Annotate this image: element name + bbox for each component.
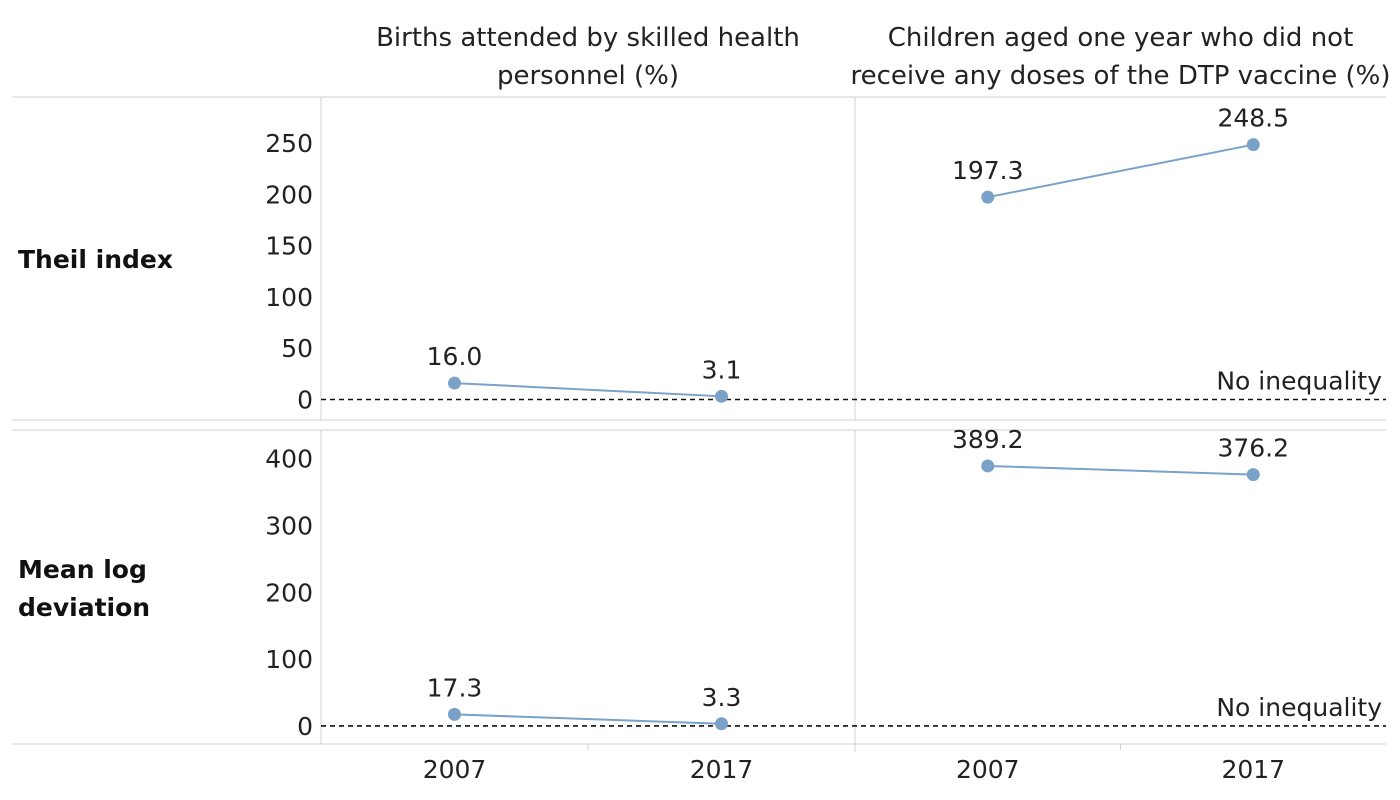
row-2-y-tick-0: 0 [297, 712, 313, 741]
column-title-2-line-1: Children aged one year who did not [888, 23, 1354, 53]
x-tick-col-2-2007: 2007 [956, 755, 1020, 784]
data-label-row-1-col-2-2017: 248.5 [1217, 104, 1289, 133]
column-title-2-line-2: receive any doses of the DTP vaccine (%) [850, 61, 1390, 91]
row-1-y-tick-250: 250 [265, 129, 313, 158]
data-label-row-2-col-1-2007: 17.3 [427, 673, 483, 702]
data-label-row-1-col-2-2007: 197.3 [952, 156, 1024, 185]
row-2-y-tick-300: 300 [265, 512, 313, 541]
column-title-1-line-2: personnel (%) [497, 61, 679, 91]
x-tick-col-2-2017: 2017 [1221, 755, 1285, 784]
data-label-row-1-col-1-2007: 16.0 [427, 342, 483, 371]
row-1-no-inequality-label: No inequality [1216, 366, 1382, 395]
row-2-y-tick-400: 400 [265, 445, 313, 474]
data-point-row-1-col-1-2007 [448, 376, 461, 390]
data-point-row-1-col-2-2007 [981, 190, 995, 204]
row-2-y-tick-100: 100 [265, 645, 313, 674]
row-label-1-line-1: Theil index [18, 245, 173, 274]
column-title-1-line-1: Births attended by skilled health [376, 23, 800, 53]
series-line-row-1-col-2 [987, 143, 1254, 199]
series-line-row-2-col-1 [454, 713, 722, 725]
data-label-row-2-col-2-2007: 389.2 [952, 425, 1024, 454]
series-line-row-1-col-1 [454, 382, 722, 398]
row-label-2-line-2: deviation [18, 593, 150, 622]
row-1-y-tick-0: 0 [297, 385, 313, 414]
data-point-row-2-col-2-2017 [1246, 468, 1260, 482]
row-1-y-tick-200: 200 [265, 180, 313, 209]
row-1-y-tick-150: 150 [265, 232, 313, 261]
data-label-row-2-col-2-2017: 376.2 [1217, 434, 1289, 463]
data-point-row-1-col-1-2017 [715, 389, 728, 403]
data-label-row-2-col-1-2017: 3.3 [702, 683, 742, 712]
data-point-row-2-col-1-2007 [448, 707, 461, 721]
series-line-row-2-col-2 [987, 464, 1254, 476]
row-2-no-inequality-label: No inequality [1216, 693, 1382, 722]
data-point-row-2-col-1-2017 [715, 717, 728, 731]
row-2-y-tick-200: 200 [265, 578, 313, 607]
data-point-row-2-col-2-2007 [981, 459, 995, 473]
x-tick-col-1-2017: 2017 [690, 755, 754, 784]
x-tick-col-1-2007: 2007 [423, 755, 487, 784]
row-1-y-tick-50: 50 [281, 334, 313, 363]
row-1-y-tick-100: 100 [265, 283, 313, 312]
data-point-row-1-col-2-2017 [1246, 138, 1260, 152]
data-label-row-1-col-1-2017: 3.1 [702, 355, 742, 384]
row-label-2-line-1: Mean log [18, 555, 147, 584]
